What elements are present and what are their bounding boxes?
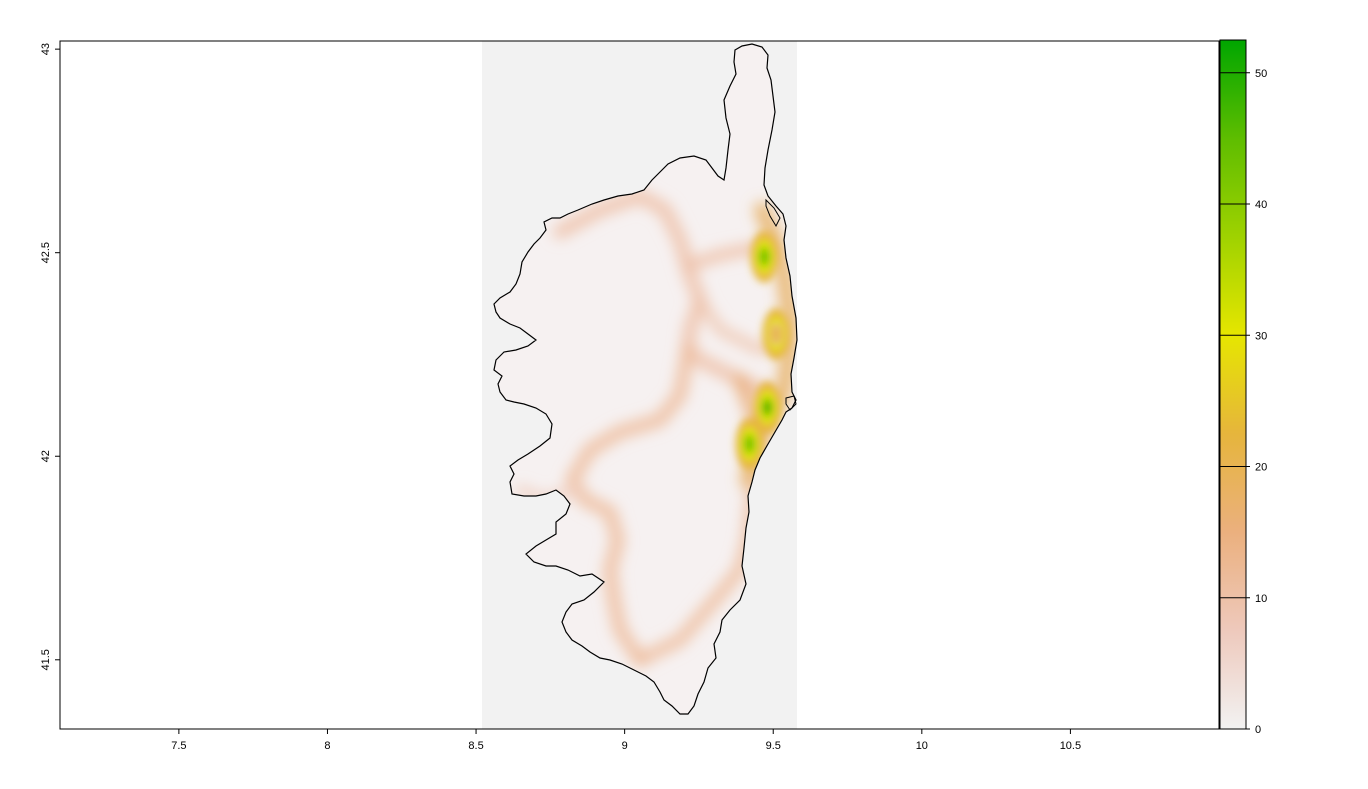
legend-tick-label: 10 (1255, 593, 1267, 605)
x-tick-label: 10 (916, 740, 928, 752)
x-tick-label: 9.5 (766, 740, 781, 752)
x-tick-label: 10.5 (1060, 740, 1081, 752)
y-axis: 41.5 42 42.5 43 (40, 43, 60, 671)
raster-hotspot (735, 418, 764, 471)
x-tick-label: 8 (324, 740, 330, 752)
y-tick-label: 42 (40, 450, 52, 462)
lagoon-outlines (765, 198, 797, 411)
x-axis: 7.5 8 8.5 9 9.5 10 10.5 (171, 729, 1081, 752)
legend-color-bar (1219, 39, 1247, 730)
x-tick-label: 9 (622, 740, 628, 752)
raster-hotspot (750, 230, 779, 283)
legend-tick-label: 40 (1255, 199, 1267, 211)
y-tick-label: 43 (40, 43, 52, 55)
raster-hotspot (762, 308, 791, 361)
x-tick-label: 7.5 (171, 740, 186, 752)
coastline-outline (493, 43, 798, 715)
legend-tick-label: 0 (1255, 724, 1261, 736)
legend-tick-label: 50 (1255, 68, 1267, 80)
raster-valley-2 (565, 343, 695, 667)
y-tick-label: 41.5 (40, 649, 52, 670)
y-tick-label: 42.5 (40, 242, 52, 263)
legend-tick-label: 30 (1255, 330, 1267, 342)
plot-frame (59, 40, 1220, 730)
x-tick-label: 8.5 (468, 740, 483, 752)
raster-valley-0 (553, 189, 772, 399)
raster-hotspot (753, 381, 782, 434)
legend-tick-label: 20 (1255, 462, 1267, 474)
legend-ticks: 0 10 20 30 40 50 (1220, 68, 1267, 736)
color-legend: 0 10 20 30 40 50 (1219, 39, 1267, 736)
